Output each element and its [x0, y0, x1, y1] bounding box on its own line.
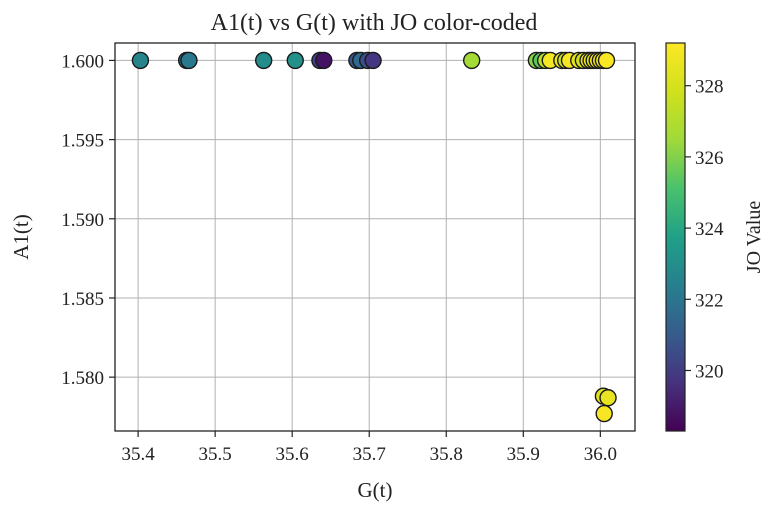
scatter-point: [286, 51, 304, 70]
grid: [115, 43, 635, 431]
colorbar-ticks: 320 322 324 326 328: [685, 77, 724, 382]
scatter-point: [364, 51, 382, 70]
scatter-point: [462, 51, 481, 70]
plot-frame: [114, 42, 636, 432]
y-axis-label: A1(t): [9, 214, 33, 260]
x-tick-label: 35.4: [121, 444, 155, 465]
scatter-point: [254, 51, 273, 70]
y-tick-label: 1.585: [61, 289, 104, 310]
x-tick-label: 35.8: [430, 444, 463, 465]
colorbar: 320 322 324 326 328 JO Value: [665, 42, 765, 432]
x-tick-label: 35.6: [276, 444, 309, 465]
x-tick-label: 35.5: [199, 444, 232, 465]
colorbar-tick-label: 328: [695, 77, 724, 98]
x-tick-label: 35.7: [353, 444, 386, 465]
colorbar-gradient: [665, 42, 686, 432]
colorbar-tick-label: 320: [695, 361, 724, 382]
y-axis: 1.580 1.585 1.590 1.595 1.600: [61, 51, 115, 389]
y-tick-label: 1.600: [61, 51, 104, 72]
scatter-point: [131, 51, 150, 70]
y-tick-label: 1.590: [61, 210, 104, 231]
colorbar-tick-label: 326: [695, 148, 724, 169]
x-tick-label: 36.0: [584, 444, 617, 465]
scatter-point: [599, 389, 617, 407]
scatter-point: [595, 404, 613, 423]
chart-title: A1(t) vs G(t) with JO color-coded: [211, 10, 538, 36]
x-axis: 35.4 35.5 35.6 35.7 35.8 35.9 36.0: [121, 431, 617, 465]
y-tick-label: 1.580: [61, 368, 104, 389]
x-axis-label: G(t): [358, 478, 393, 502]
colorbar-tick-label: 322: [695, 290, 724, 311]
colorbar-tick-label: 324: [695, 219, 724, 240]
y-tick-label: 1.595: [61, 131, 104, 152]
scatter-points: [131, 51, 617, 423]
x-tick-label: 35.9: [507, 444, 540, 465]
colorbar-label: JO Value: [743, 201, 765, 274]
scatter-point: [315, 51, 333, 70]
scatter-point: [597, 51, 616, 70]
scatter-point: [180, 51, 198, 70]
